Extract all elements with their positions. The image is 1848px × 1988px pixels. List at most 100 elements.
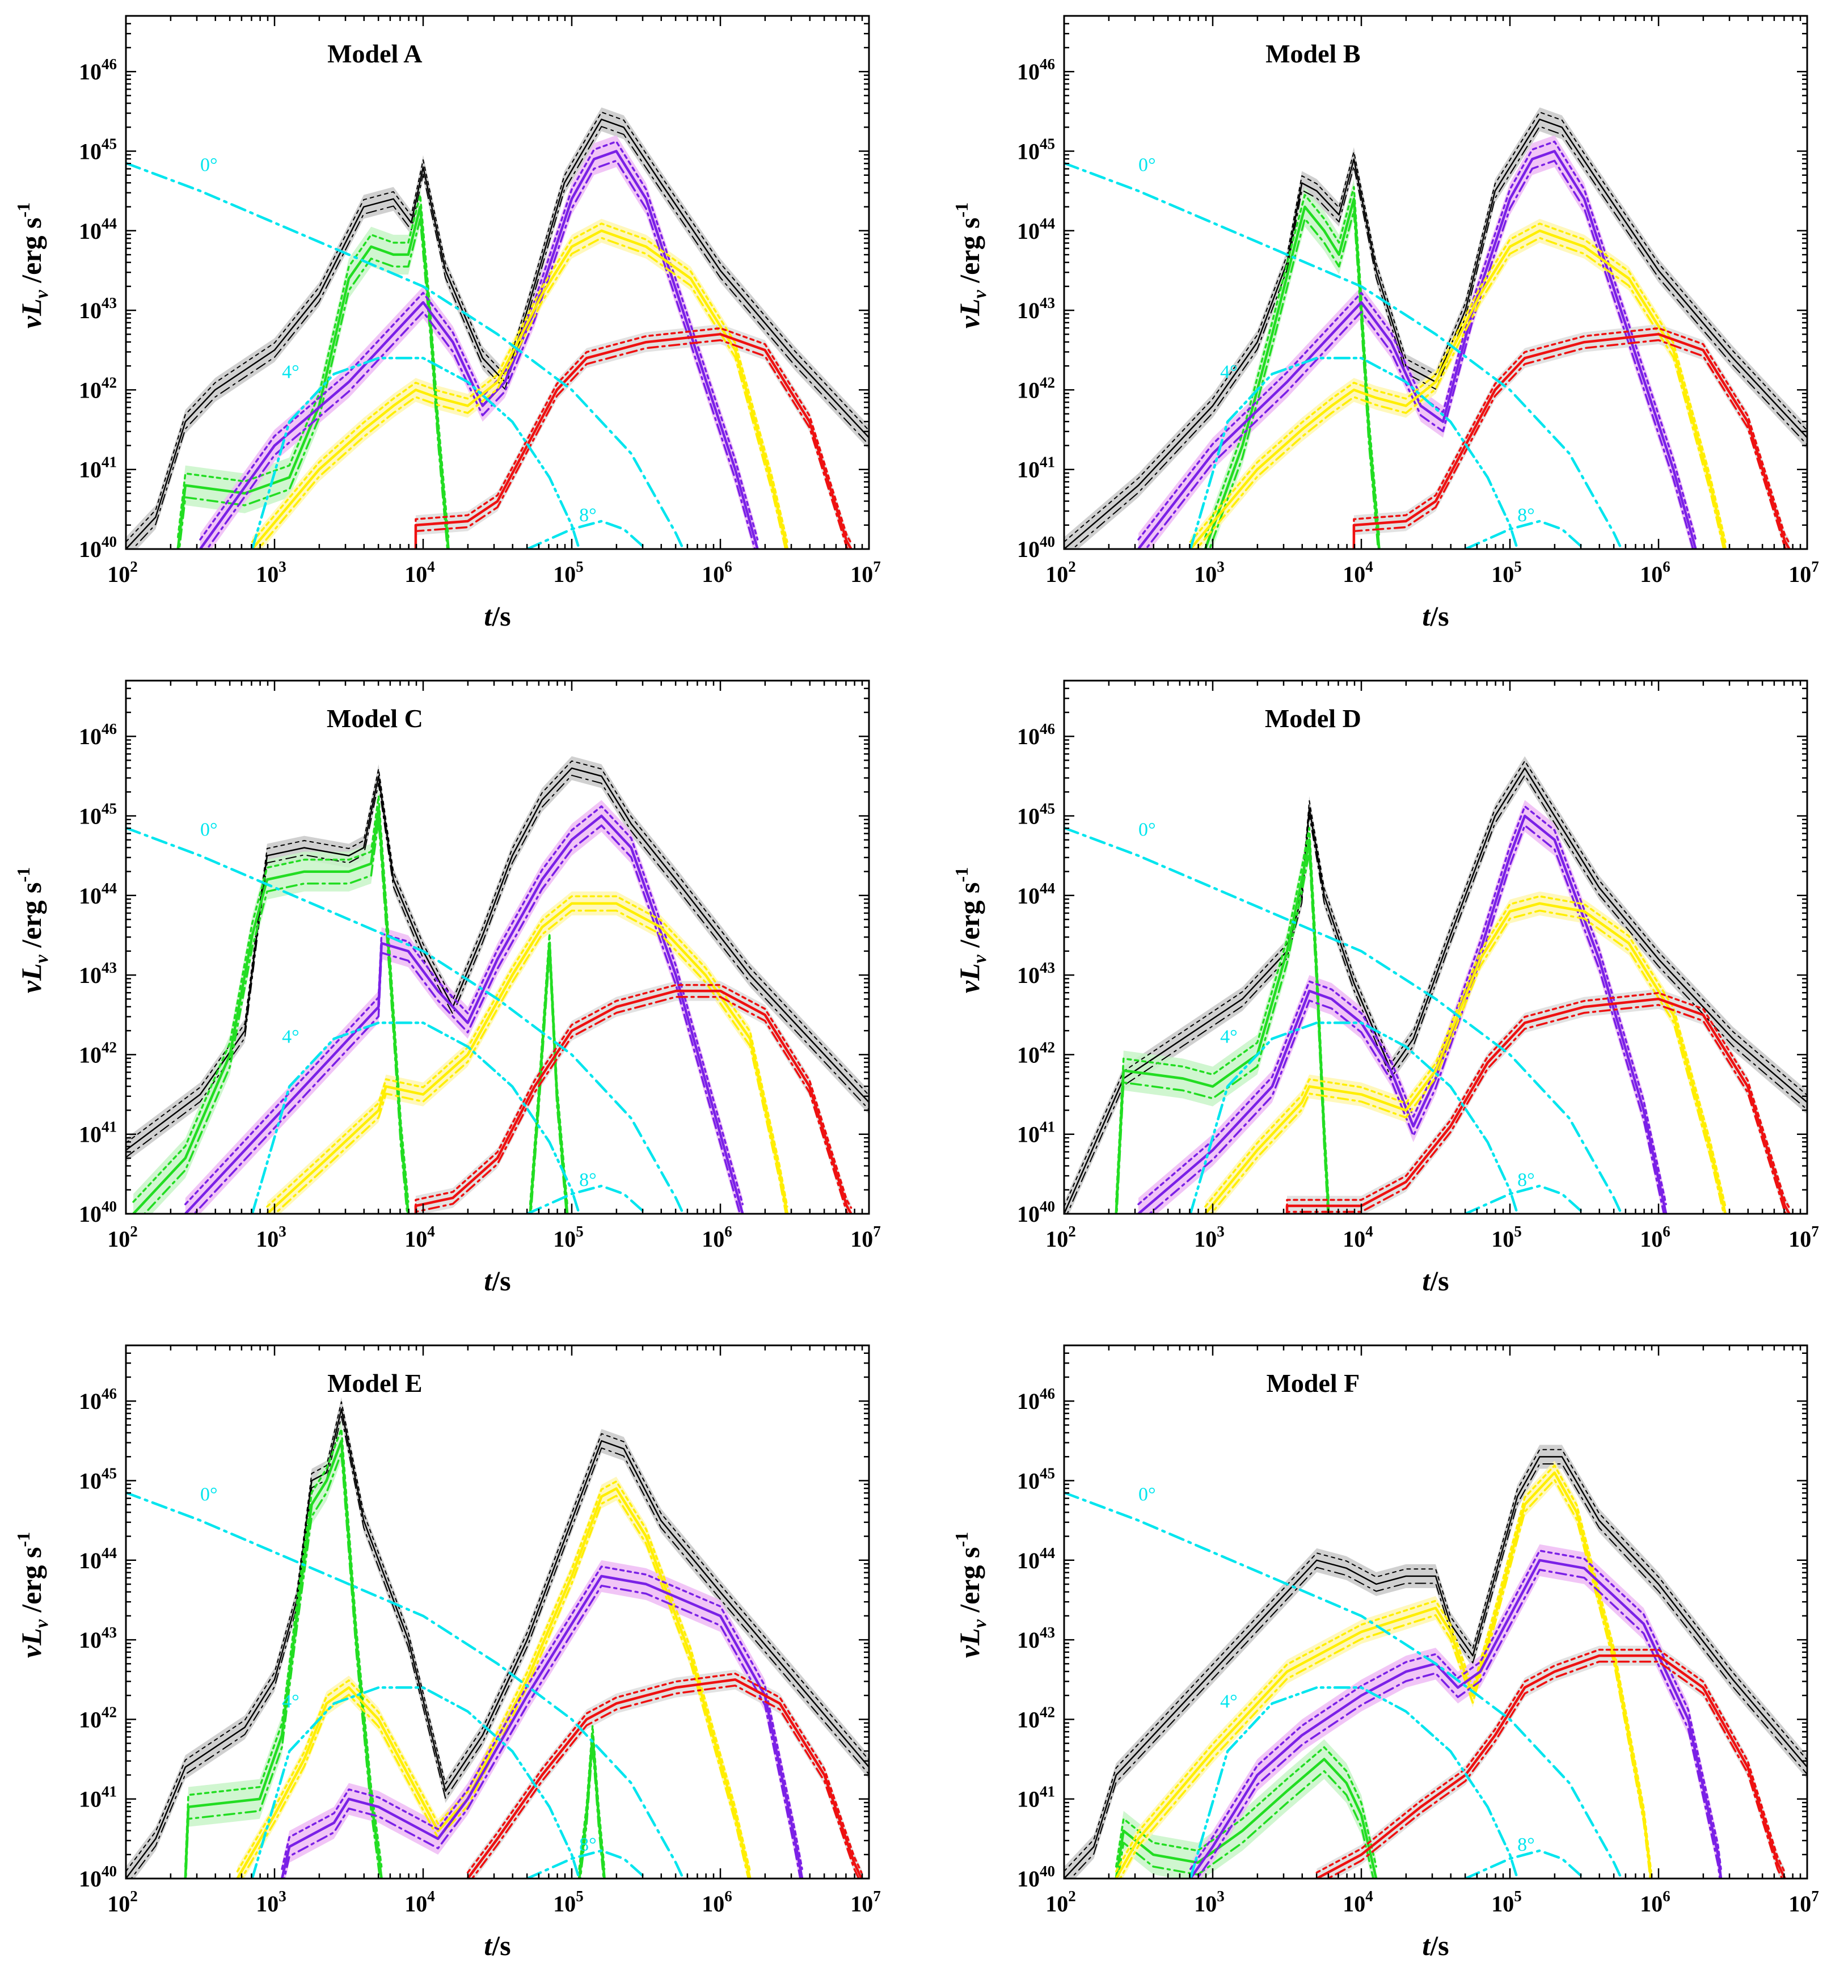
y-tick-label: 1040 — [1017, 1863, 1055, 1892]
panel-title: Model D — [1265, 704, 1361, 733]
plot-area — [126, 1397, 869, 1879]
series-line-purple-2 — [1137, 150, 1697, 549]
y-tick-label: 1044 — [79, 215, 117, 244]
x-tick-label: 106 — [702, 1223, 732, 1252]
series-variant-green-1-0 — [1115, 826, 1330, 1203]
angle-label-2: 8° — [1517, 1834, 1535, 1855]
series-variant-black-0-0 — [1064, 111, 1807, 543]
series-line-green-1 — [1115, 1758, 1378, 1879]
x-tick-label: 103 — [1194, 1223, 1225, 1252]
angle-label-0: 0° — [1138, 155, 1156, 176]
y-tick-label: 1041 — [1017, 1783, 1055, 1812]
series-line-yellow-3 — [1204, 902, 1727, 1214]
y-axis-label: νLν /erg s-1 — [951, 867, 990, 993]
angle-label-1: 4° — [282, 1691, 299, 1712]
series-band-red-4 — [415, 324, 851, 549]
series-band-black-0 — [1064, 1445, 1807, 1879]
y-axis-label: νLν /erg s-1 — [13, 1532, 52, 1658]
series-line-red-4 — [1315, 1654, 1786, 1879]
series-variant-purple-2-0 — [1137, 140, 1697, 541]
x-tick-label: 106 — [1640, 1223, 1670, 1252]
angle-label-1: 4° — [282, 361, 299, 382]
series-variant-red-5-1 — [471, 1685, 860, 1879]
x-tick-label: 104 — [404, 558, 435, 587]
x-tick-label: 105 — [553, 1223, 584, 1252]
y-tick-label: 1043 — [79, 1624, 117, 1653]
series-variant-green-2-1 — [530, 952, 568, 1214]
y-tick-label: 1042 — [1017, 1039, 1055, 1067]
panel-title: Model C — [327, 704, 423, 733]
y-tick-label: 1042 — [79, 1039, 117, 1067]
y-tick-label: 1040 — [1017, 1198, 1055, 1227]
x-tick-label: 104 — [1343, 558, 1373, 587]
panel-6: 0° 4° 8° 102 103 104 105 106 107 1040 1041 1042 1043… — [951, 1344, 1819, 1961]
x-axis-label: t/s — [484, 1265, 510, 1297]
y-tick-label: 1045 — [79, 1465, 117, 1494]
series-band-black-0 — [1064, 107, 1807, 549]
series-band-purple-3 — [185, 800, 743, 1214]
series-line-cyan-8 — [526, 1184, 648, 1214]
x-tick-label: 102 — [107, 1888, 138, 1917]
y-tick-label: 1042 — [1017, 374, 1055, 403]
series-variant-red-4-0 — [1286, 991, 1791, 1209]
series-line-black-0 — [1064, 119, 1807, 549]
series-line-cyan-5 — [1064, 1491, 1623, 1879]
series-line-black-0 — [126, 1408, 869, 1879]
angle-label-0: 0° — [1138, 820, 1156, 841]
plot-area — [1064, 107, 1807, 549]
series-line-red-4 — [1352, 332, 1791, 549]
series-variant-black-0-0 — [126, 111, 869, 543]
series-line-cyan-7 — [1464, 520, 1586, 549]
series-variant-black-0-1 — [1066, 774, 1807, 1214]
x-tick-label: 105 — [553, 1888, 584, 1917]
series-line-cyan-5 — [1064, 826, 1623, 1214]
series-variant-yellow-3-0 — [236, 1480, 752, 1873]
y-tick-label: 1046 — [1017, 720, 1055, 749]
y-tick-label: 1040 — [1017, 533, 1055, 562]
series-line-yellow-3 — [1189, 229, 1727, 549]
series-variant-purple-2-1 — [205, 159, 756, 549]
series-variant-black-0-1 — [132, 126, 869, 549]
x-tick-label: 102 — [1045, 1888, 1076, 1917]
series-variant-yellow-3-0 — [1189, 222, 1727, 543]
angle-label-2: 8° — [579, 1834, 597, 1855]
y-tick-label: 1046 — [79, 56, 117, 85]
x-tick-label: 103 — [1194, 558, 1225, 587]
series-variant-green-1-1 — [178, 218, 449, 549]
x-axis-label: t/s — [484, 600, 510, 632]
series-line-purple-3 — [1189, 1559, 1723, 1879]
series-variant-red-5-0 — [466, 1672, 863, 1874]
series-variant-yellow-4-0 — [266, 895, 788, 1208]
series-band-red-4 — [1317, 1645, 1785, 1879]
y-tick-label: 1042 — [79, 1703, 117, 1732]
y-tick-label: 1044 — [1017, 880, 1055, 909]
y-tick-label: 1043 — [79, 959, 117, 988]
series-variant-yellow-3-0 — [251, 222, 788, 543]
series-line-cyan-6 — [1189, 357, 1519, 549]
series-variant-purple-3-0 — [184, 805, 744, 1205]
series-variant-red-4-0 — [1353, 327, 1791, 545]
y-tick-label: 1044 — [79, 1544, 117, 1573]
angle-label-0: 0° — [200, 820, 218, 841]
x-axis-label: t/s — [1422, 1265, 1449, 1297]
series-variant-red-4-0 — [415, 327, 853, 545]
y-tick-label: 1040 — [79, 1198, 117, 1227]
x-tick-label: 107 — [850, 1223, 881, 1252]
series-band-yellow-4 — [267, 891, 787, 1214]
y-tick-label: 1046 — [79, 720, 117, 749]
x-tick-label: 105 — [1491, 1223, 1522, 1252]
series-variant-red-4-1 — [415, 339, 849, 549]
series-variant-yellow-3-0 — [1204, 895, 1727, 1208]
x-tick-label: 105 — [1491, 558, 1522, 587]
series-variant-purple-4-1 — [283, 1584, 801, 1879]
series-variant-purple-2-0 — [1137, 805, 1667, 1205]
panel-title: Model F — [1266, 1369, 1360, 1398]
series-variant-yellow-4-1 — [273, 909, 787, 1214]
series-line-cyan-6 — [126, 826, 685, 1214]
panel-3: 0° 4° 8° 102 103 104 105 106 107 1040 1041 1042 1043… — [13, 679, 881, 1297]
angle-label-2: 8° — [579, 1170, 597, 1191]
series-variant-red-4-1 — [1353, 339, 1787, 549]
series-variant-black-0-1 — [1071, 126, 1807, 549]
series-line-cyan-7 — [251, 1686, 581, 1879]
plot-frame — [1063, 679, 1808, 1215]
